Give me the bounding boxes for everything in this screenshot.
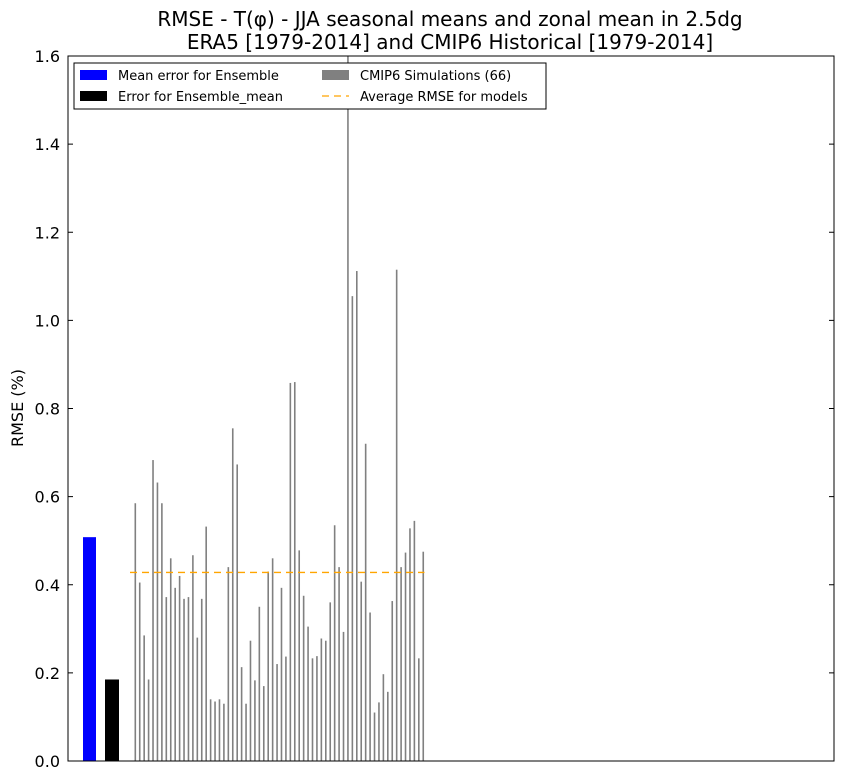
- simulation-bar: [138, 582, 141, 761]
- legend-swatch: [80, 70, 107, 80]
- simulation-bar: [245, 703, 247, 761]
- simulation-bar: [258, 606, 261, 761]
- y-tick-label: 0.4: [35, 576, 60, 595]
- simulation-bar: [254, 680, 256, 761]
- simulation-bar: [187, 597, 190, 761]
- simulation-bar: [240, 667, 243, 761]
- simulation-bar: [152, 460, 154, 761]
- y-axis: 0.0 0.2 0.4 0.6 0.8 1.0 1.2 1.4 1.6: [35, 47, 834, 771]
- simulation-bar: [236, 464, 238, 761]
- simulation-bar: [293, 382, 296, 761]
- simulation-bar: [395, 269, 398, 761]
- simulation-bar: [209, 699, 212, 761]
- simulation-bar: [422, 551, 425, 761]
- simulation-bar: [192, 555, 194, 761]
- chart-title-line-1: RMSE - T(φ) - JJA seasonal means and zon…: [157, 7, 742, 31]
- simulation-bar: [134, 503, 137, 761]
- simulation-bar: [307, 626, 309, 761]
- simulation-bar: [347, 56, 349, 761]
- legend-label: CMIP6 Simulations (66): [360, 69, 511, 84]
- simulation-bar: [351, 296, 354, 761]
- simulation-bar: [333, 525, 336, 761]
- simulation-bar: [174, 587, 176, 761]
- simulation-bar: [409, 528, 411, 761]
- y-axis-label: RMSE (%): [8, 369, 27, 447]
- plot-frame: [67, 55, 835, 762]
- y-tick-label: 0.0: [35, 752, 60, 771]
- simulation-bar: [360, 581, 363, 761]
- simulation-bar: [404, 552, 407, 761]
- ensemble-mean-error-bar: [83, 537, 96, 761]
- simulation-bar: [320, 638, 323, 761]
- legend-swatch: [80, 91, 107, 101]
- simulation-bar: [161, 503, 163, 761]
- legend-frame: [73, 62, 547, 110]
- simulation-bar: [178, 575, 181, 761]
- y-tick-label: 1.4: [35, 135, 60, 154]
- simulation-bar: [382, 674, 385, 761]
- simulation-bar: [364, 443, 367, 761]
- simulation-bar: [223, 703, 225, 761]
- simulation-bar: [342, 631, 345, 761]
- bars-group: [83, 56, 425, 761]
- y-tick-label: 1.2: [35, 223, 60, 242]
- chart-title-line-2: ERA5 [1979-2014] and CMIP6 Historical [1…: [187, 30, 713, 54]
- simulation-bar: [143, 635, 145, 761]
- simulation-bar: [387, 691, 389, 761]
- simulation-bar: [218, 699, 221, 761]
- simulation-bar: [378, 702, 380, 761]
- simulation-bar: [324, 640, 327, 761]
- legend-label: Error for Ensemble_mean: [118, 90, 283, 105]
- simulation-bar: [356, 271, 358, 761]
- simulation-bar: [165, 597, 168, 761]
- simulation-bar: [302, 595, 305, 761]
- y-tick-label: 1.6: [35, 47, 60, 66]
- simulation-bar: [214, 701, 216, 761]
- simulation-bar: [400, 567, 402, 761]
- simulation-bar: [183, 598, 185, 761]
- legend: Mean error for Ensemble Error for Ensembl…: [73, 62, 547, 110]
- simulation-bar: [418, 658, 420, 761]
- simulation-bar: [373, 712, 376, 761]
- simulation-bar: [329, 602, 332, 761]
- simulation-bar: [147, 679, 150, 761]
- simulation-bar: [298, 550, 301, 761]
- simulation-bar: [369, 612, 371, 761]
- simulation-bar: [156, 482, 159, 761]
- y-tick-label: 0.8: [35, 400, 60, 419]
- simulation-bar: [391, 601, 394, 761]
- simulation-bar: [316, 656, 318, 761]
- simulation-bar: [200, 598, 203, 761]
- y-tick-label: 0.2: [35, 664, 60, 683]
- simulation-bar: [169, 558, 172, 761]
- simulation-bar: [262, 686, 265, 761]
- legend-label: Average RMSE for models: [360, 90, 528, 105]
- simulation-bar: [280, 587, 283, 761]
- legend-swatch: [322, 70, 349, 80]
- simulation-bar: [276, 664, 278, 761]
- simulation-bar: [311, 658, 314, 761]
- y-tick-label: 1.0: [35, 311, 60, 330]
- simulation-bar: [249, 640, 252, 761]
- simulation-bar: [413, 520, 416, 761]
- simulation-bar: [227, 567, 230, 761]
- simulation-bar: [338, 567, 340, 761]
- y-tick-label: 0.6: [35, 488, 60, 507]
- simulation-bar: [285, 656, 287, 761]
- simulation-bar: [205, 526, 207, 761]
- simulation-bar: [231, 428, 234, 761]
- simulation-bar: [196, 637, 199, 761]
- simulation-bar: [271, 558, 274, 761]
- simulation-bar: [267, 571, 269, 761]
- ensemble-mean-bar: [105, 679, 119, 761]
- legend-label: Mean error for Ensemble: [118, 69, 279, 84]
